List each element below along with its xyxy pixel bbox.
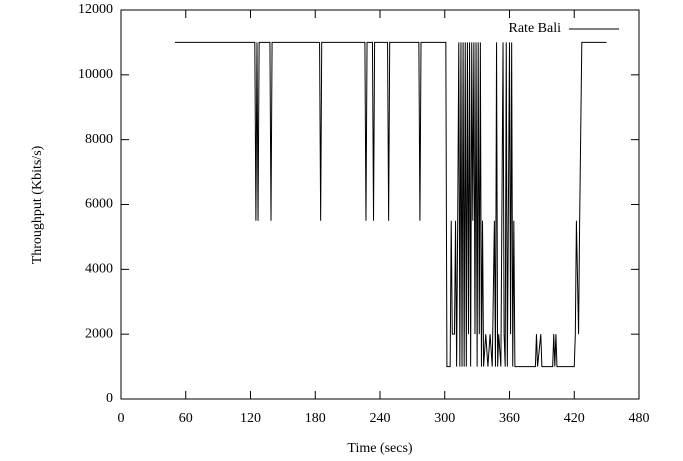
y-tick-label: 0 <box>106 391 113 406</box>
x-tick-label: 420 <box>564 411 585 426</box>
series-line <box>174 41 607 368</box>
x-tick-label: 180 <box>305 411 326 426</box>
x-tick-label: 480 <box>629 411 650 426</box>
y-tick-label: 8000 <box>85 132 113 147</box>
x-tick-label: 360 <box>499 411 520 426</box>
x-tick-label: 240 <box>370 411 391 426</box>
y-tick-label: 12000 <box>78 2 113 17</box>
x-tick-label: 60 <box>179 411 193 426</box>
y-tick-label: 6000 <box>85 197 113 212</box>
x-tick-label: 0 <box>118 411 125 426</box>
x-tick-label: 120 <box>240 411 261 426</box>
plot-frame <box>120 9 640 400</box>
legend-label: Rate Bali <box>509 21 562 36</box>
x-tick-label: 300 <box>434 411 455 426</box>
y-tick-label: 10000 <box>78 67 113 82</box>
y-tick-label: 2000 <box>85 326 113 341</box>
y-tick-label: 4000 <box>85 262 113 277</box>
x-axis-label: Time (secs) <box>347 441 413 456</box>
y-axis-label: Throughput (Kbits/s) <box>30 145 45 264</box>
